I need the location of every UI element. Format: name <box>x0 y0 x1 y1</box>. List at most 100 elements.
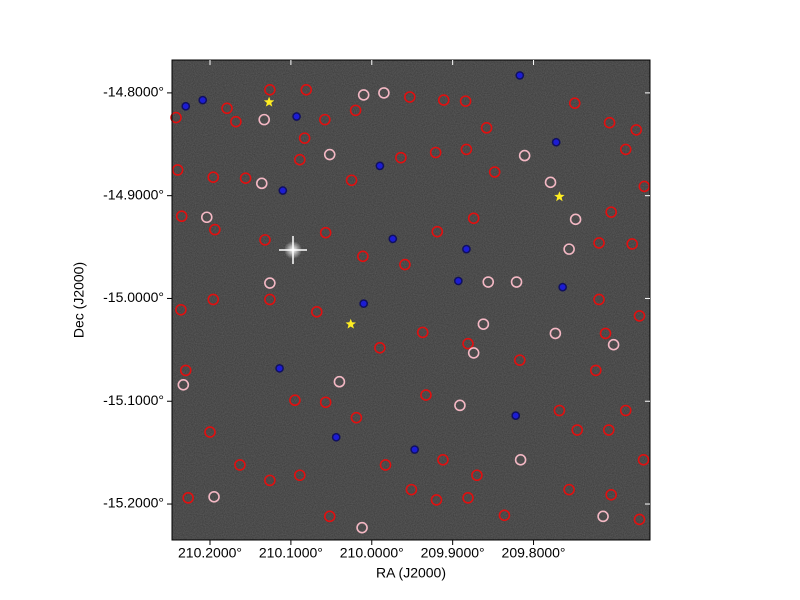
source-ring <box>430 494 443 506</box>
source-ring <box>405 483 418 496</box>
source-ring <box>207 171 220 183</box>
source-ring <box>289 394 301 407</box>
source-dot <box>462 244 471 254</box>
source-ring <box>357 250 369 263</box>
source-ring <box>395 151 407 164</box>
source-ring <box>480 122 493 134</box>
x-axis-label: RA (J2000) <box>376 565 446 581</box>
source-ring <box>345 174 358 187</box>
source-ring <box>571 424 584 436</box>
source-ring <box>293 469 306 482</box>
source-ring <box>374 341 386 354</box>
source-ring <box>319 396 332 409</box>
sky-noise <box>172 60 650 540</box>
source-ring <box>357 89 370 101</box>
source-ring <box>638 180 651 193</box>
source-dot <box>551 137 561 147</box>
source-ring <box>454 399 466 412</box>
source-ring <box>255 177 268 190</box>
source-ring <box>626 238 639 250</box>
source-dot <box>515 71 525 80</box>
sky-image <box>172 60 650 540</box>
source-ring <box>170 111 182 124</box>
source-ring <box>323 148 336 161</box>
y-tick-label: -15.2000° <box>103 495 164 511</box>
source-ring <box>234 459 246 471</box>
source-dot <box>375 161 385 171</box>
source-ring <box>563 483 575 496</box>
source-ring <box>175 303 187 316</box>
source-ring <box>298 132 311 144</box>
source-ring <box>207 293 220 306</box>
source-ring <box>258 113 271 126</box>
source-star <box>554 191 565 202</box>
source-ring <box>549 327 562 340</box>
source-ring <box>319 226 332 239</box>
source-ring <box>378 87 390 99</box>
y-tick-label: -14.8000° <box>103 84 164 100</box>
source-dot <box>410 445 419 454</box>
source-ring <box>333 375 346 388</box>
source-dot <box>181 101 191 111</box>
source-dot <box>275 364 284 373</box>
source-dot <box>558 282 567 292</box>
source-ring <box>599 327 612 340</box>
source-ring <box>399 258 411 271</box>
source-ring <box>602 424 615 436</box>
source-dot <box>359 299 369 308</box>
source-ring <box>264 293 276 306</box>
source-ring <box>513 354 526 366</box>
source-ring <box>518 149 531 162</box>
x-tick-label: 210.1000° <box>259 545 323 561</box>
source-ring <box>605 206 617 218</box>
source-ring <box>171 164 184 176</box>
source-dot <box>388 234 398 244</box>
bright-star <box>279 236 307 264</box>
source-ring <box>637 454 650 466</box>
x-tick-label: 209.8000° <box>502 545 566 561</box>
source-ring <box>488 166 501 178</box>
source-ring <box>607 338 620 351</box>
source-ring <box>553 404 566 417</box>
source-star <box>263 96 275 107</box>
source-ring <box>568 97 581 109</box>
source-ring <box>379 459 392 471</box>
source-ring <box>323 510 336 523</box>
source-ring <box>204 426 216 438</box>
source-ring <box>619 404 632 417</box>
source-dot <box>198 95 208 105</box>
source-ring <box>300 84 313 96</box>
source-ring <box>482 276 495 288</box>
source-ring <box>264 277 276 289</box>
source-ring <box>259 234 271 246</box>
source-ring <box>293 153 306 166</box>
source-ring <box>175 210 188 223</box>
source-ring <box>593 237 605 249</box>
y-tick-label: -15.0000° <box>103 289 164 305</box>
source-ring <box>544 176 557 189</box>
source-ring <box>431 225 444 238</box>
source-ring <box>619 143 632 156</box>
source-dot <box>292 112 301 121</box>
source-ring <box>177 378 190 391</box>
source-ring <box>264 84 276 96</box>
source-ring <box>569 213 582 226</box>
source-ring <box>633 513 646 526</box>
source-ring <box>514 454 527 466</box>
source-ring <box>230 115 242 128</box>
source-ring <box>420 389 432 401</box>
source-dot <box>278 186 288 195</box>
source-ring <box>563 243 575 255</box>
source-star <box>345 318 356 329</box>
source-ring <box>467 347 480 359</box>
source-ring <box>590 364 602 377</box>
plot-frame <box>171 59 651 541</box>
source-dot <box>331 432 341 442</box>
source-ring <box>350 411 363 424</box>
y-tick-label: -15.1000° <box>103 392 164 408</box>
y-tick-label: -14.9000° <box>103 186 164 202</box>
source-ring <box>349 104 362 117</box>
source-ring <box>633 310 646 322</box>
source-ring <box>459 95 472 107</box>
source-ring <box>605 488 617 501</box>
